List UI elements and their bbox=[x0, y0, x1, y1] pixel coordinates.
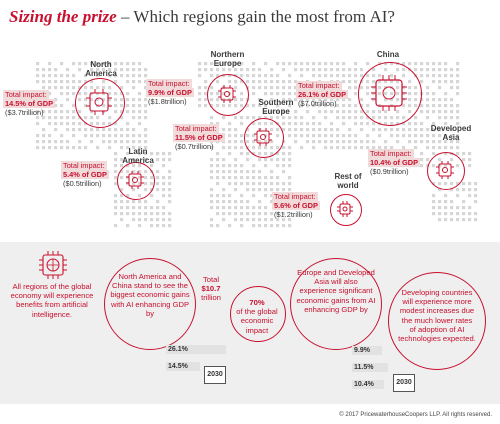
na-china-text: North America and China stand to see the… bbox=[110, 272, 190, 318]
title-lead: Sizing the prize bbox=[9, 7, 117, 26]
bar-southern-europe: 11.5% bbox=[352, 363, 388, 372]
ai-chip-icon bbox=[337, 201, 353, 217]
region-name-north-america: North America bbox=[85, 60, 117, 78]
impact-gdp: 9.9% of GDP bbox=[146, 88, 194, 97]
impact-rest-of-world: Total impact: 5.6% of GDP ($1.2trillion) bbox=[272, 192, 328, 219]
developing-circle bbox=[388, 272, 486, 370]
impact-label: Total impact: bbox=[173, 124, 219, 133]
bar-developed-asia: 10.4% bbox=[352, 380, 384, 389]
eu-asia-text: Europe and Developed Asia will also expe… bbox=[296, 268, 376, 314]
impact-label: Total impact: bbox=[146, 79, 192, 88]
developed-asia-circle bbox=[427, 152, 465, 190]
impact-trillion: ($0.7trillion) bbox=[175, 142, 214, 151]
impact-gdp: 11.5% of GDP bbox=[173, 133, 225, 142]
region-name-latin-america: Latin America bbox=[122, 147, 154, 165]
ai-chip-icon bbox=[371, 75, 407, 111]
share-circle bbox=[230, 286, 286, 342]
impact-gdp: 10.4% of GDP bbox=[368, 158, 421, 167]
southern-europe-circle bbox=[244, 118, 284, 158]
eu-asia-circle bbox=[290, 258, 382, 350]
latin-america-circle bbox=[117, 162, 155, 200]
ai-chip-icon bbox=[126, 171, 144, 189]
total-value-block: Total $10.7 trillion bbox=[194, 275, 228, 303]
total-label: Total bbox=[202, 275, 220, 284]
impact-latin-america: Total impact: 5.4% of GDP ($0.5trillion) bbox=[61, 161, 117, 188]
region-name-rest-of-world: Rest of world bbox=[334, 172, 362, 190]
impact-label: Total impact: bbox=[61, 161, 107, 170]
impact-china: Total impact: 26.1% of GDP ($7.0trillion… bbox=[296, 81, 358, 108]
impact-trillion: ($1.8trillion) bbox=[148, 97, 187, 106]
all-regions-text: All regions of the global economy will e… bbox=[10, 282, 94, 319]
north-america-circle bbox=[75, 78, 125, 128]
rest-of-world-circle bbox=[330, 194, 362, 226]
impact-north-america: Total impact: 14.5% of GDP ($3.7trillion… bbox=[3, 90, 73, 117]
ai-chip-icon bbox=[436, 161, 454, 179]
impact-gdp: 5.4% of GDP bbox=[61, 170, 109, 179]
northern-europe-circle bbox=[207, 74, 249, 116]
impact-trillion: ($7.0trillion) bbox=[298, 99, 337, 108]
share-value: 70% bbox=[249, 298, 265, 307]
share-block: 70% of the global economic impact bbox=[233, 298, 281, 335]
region-name-developed-asia: Developed Asia bbox=[430, 124, 472, 142]
impact-southern-europe: Total impact: 11.5% of GDP ($0.7trillion… bbox=[173, 124, 243, 151]
total-value: $10.7 bbox=[201, 284, 221, 294]
impact-developed-asia: Total impact: 10.4% of GDP ($0.9trillion… bbox=[368, 149, 428, 176]
china-circle bbox=[358, 62, 422, 126]
title-rest: – Which regions gain the most from AI? bbox=[116, 7, 395, 26]
impact-label: Total impact: bbox=[272, 192, 318, 201]
ai-chip-icon bbox=[86, 89, 112, 115]
world-dot-map bbox=[36, 62, 478, 228]
ai-chip-icon bbox=[254, 128, 272, 146]
bar-north-america: 14.5% bbox=[166, 362, 200, 371]
share-text: of the global economic impact bbox=[236, 307, 278, 335]
impact-trillion: ($1.2trillion) bbox=[274, 210, 313, 219]
impact-label: Total impact: bbox=[3, 90, 49, 99]
calendar-icon: 2030 bbox=[204, 366, 226, 384]
bar-northern-europe: 9.9% bbox=[352, 346, 382, 355]
impact-northern-europe: Total impact: 9.9% of GDP ($1.8trillion) bbox=[146, 79, 206, 106]
total-unit: trillion bbox=[201, 293, 221, 303]
impact-gdp: 14.5% of GDP bbox=[3, 99, 56, 108]
region-name-southern-europe: Southern Europe bbox=[258, 98, 294, 116]
ai-chip-icon bbox=[218, 85, 236, 103]
impact-label: Total impact: bbox=[296, 81, 342, 90]
impact-trillion: ($0.5trillion) bbox=[63, 179, 102, 188]
region-name-china: China bbox=[376, 50, 400, 59]
globe-chip-icon bbox=[39, 251, 67, 279]
calendar-icon: 2030 bbox=[393, 374, 415, 392]
impact-gdp: 26.1% of GDP bbox=[296, 90, 349, 99]
calendar-year: 2030 bbox=[396, 379, 412, 386]
copyright-footer: © 2017 PricewaterhouseCoopers LLP. All r… bbox=[339, 412, 492, 418]
calendar-year: 2030 bbox=[207, 371, 223, 378]
impact-trillion: ($0.9trillion) bbox=[370, 167, 409, 176]
developing-text: Developing countries will experience mor… bbox=[398, 288, 476, 344]
impact-gdp: 5.6% of GDP bbox=[272, 201, 320, 210]
chip-icons-layer bbox=[86, 75, 454, 217]
na-china-circle bbox=[104, 258, 196, 350]
region-name-northern-europe: Northern Europe bbox=[210, 50, 245, 68]
page-title: Sizing the prize – Which regions gain th… bbox=[9, 7, 395, 27]
bar-china: 26.1% bbox=[166, 345, 226, 354]
impact-trillion: ($3.7trillion) bbox=[5, 108, 44, 117]
impact-label: Total impact: bbox=[368, 149, 414, 158]
